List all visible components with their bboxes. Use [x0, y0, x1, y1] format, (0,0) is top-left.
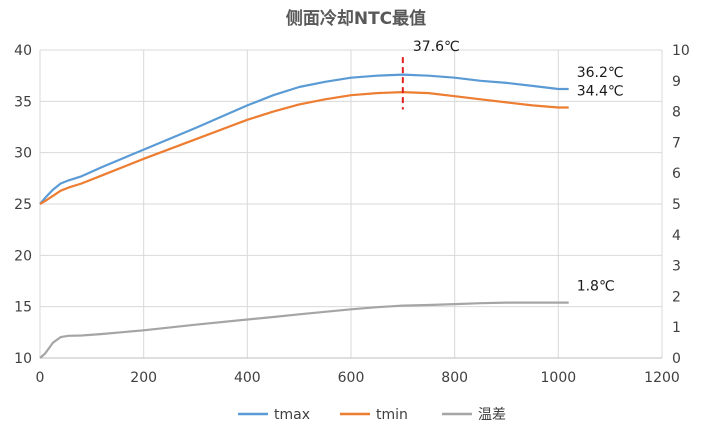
data-label: 34.4℃	[577, 83, 624, 99]
x-tick-label: 400	[234, 370, 261, 386]
legend-label-温差: 温差	[478, 407, 506, 423]
legend-label-tmin: tmin	[376, 407, 408, 423]
y-right-tick-label: 5	[672, 197, 681, 213]
x-tick-label: 800	[441, 370, 468, 386]
series-layer	[39, 73, 569, 359]
y-left-tick-label: 20	[14, 248, 32, 264]
x-tick-label: 1200	[644, 370, 680, 386]
grid	[39, 49, 663, 359]
y-right-tick-label: 9	[672, 74, 681, 90]
y-right-tick-label: 2	[672, 289, 681, 305]
annotation-layer: 37.6℃ 36.2℃ 34.4℃ 1.8℃	[401, 39, 624, 295]
y-left-tick-label: 35	[14, 94, 32, 110]
series-line-tmax	[39, 73, 569, 205]
y-left-tick-label: 30	[14, 146, 32, 162]
x-tick-label: 0	[36, 370, 45, 386]
y-left-tick-label: 25	[14, 197, 32, 213]
series-line-温差	[39, 301, 569, 359]
data-label: 36.2℃	[577, 65, 624, 81]
y-left-tick-label: 10	[14, 351, 32, 367]
y-right-tick-label: 4	[672, 228, 681, 244]
data-label: 37.6℃	[413, 39, 460, 55]
y-right-tick-label: 10	[672, 43, 690, 59]
x-tick-label: 1000	[541, 370, 577, 386]
y-right-tick-label: 6	[672, 166, 681, 182]
series-line-tmin	[39, 90, 569, 205]
data-label: 1.8℃	[577, 279, 615, 295]
legend: tmax tmin 温差	[238, 407, 506, 423]
x-tick-label: 600	[338, 370, 365, 386]
x-tick-label: 200	[130, 370, 157, 386]
y-right-tick-label: 8	[672, 105, 681, 121]
y-right-tick-label: 7	[672, 135, 681, 151]
y-right-tick-label: 3	[672, 259, 681, 275]
y-right-tick-label: 0	[672, 351, 681, 367]
chart-title: 侧面冷却NTC最值	[286, 8, 426, 29]
y-left-tick-label: 40	[14, 43, 32, 59]
y-left-tick-label: 15	[14, 300, 32, 316]
y-right-tick-label: 1	[672, 320, 681, 336]
legend-label-tmax: tmax	[274, 407, 310, 423]
